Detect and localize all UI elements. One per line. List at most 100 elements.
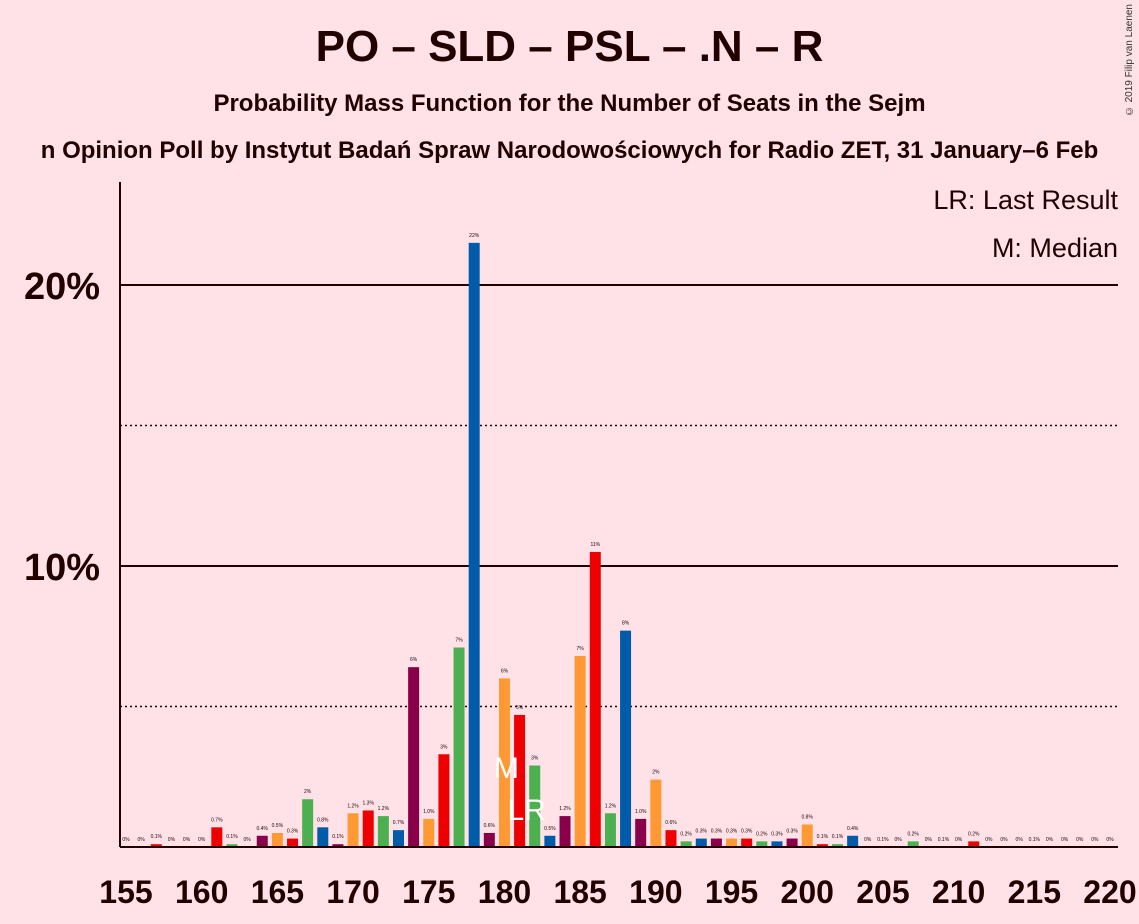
bar-label-216: 0% (1046, 837, 1054, 843)
bar-label-169: 0.1% (332, 834, 344, 840)
x-tick-label-220: 220 (1083, 874, 1136, 910)
bar-170 (347, 813, 359, 847)
bar-label-188: 8% (622, 621, 630, 627)
bar-176 (438, 754, 450, 847)
bar-168 (317, 827, 329, 847)
bar-label-189: 1.0% (635, 809, 647, 815)
bar-label-158: 0% (168, 837, 176, 843)
bar-172 (377, 816, 389, 847)
bar-181 (514, 714, 526, 847)
bar-196 (741, 838, 753, 847)
bar-164 (256, 835, 268, 847)
bar-label-208: 0% (925, 837, 933, 843)
x-tick-label-175: 175 (402, 874, 455, 910)
x-tick-label-215: 215 (1008, 874, 1061, 910)
legend-last-result: LR: Last Result (933, 185, 1118, 215)
bar-197 (756, 841, 768, 847)
chart-subtitle: Probability Mass Function for the Number… (213, 90, 926, 117)
bar-label-197: 0.2% (756, 831, 768, 837)
bar-193 (695, 838, 707, 847)
x-tick-label-185: 185 (553, 874, 606, 910)
x-tick-label-160: 160 (175, 874, 228, 910)
bar-label-167: 2% (304, 789, 312, 795)
bar-label-199: 0.3% (786, 829, 798, 835)
bar-label-163: 0% (243, 837, 251, 843)
bar-label-185: 7% (577, 646, 585, 652)
bar-label-205: 0.1% (877, 837, 889, 843)
bar-label-196: 0.3% (741, 829, 753, 835)
bar-label-164: 0.4% (257, 826, 269, 832)
chart-source: n Opinion Poll by Instytut Badań Spraw N… (0, 137, 1139, 165)
bar-label-181: 5% (516, 705, 524, 711)
bar-179 (483, 832, 495, 847)
bar-185 (574, 655, 586, 847)
bar-162 (226, 844, 238, 847)
x-tick-label-195: 195 (705, 874, 758, 910)
bar-175 (423, 818, 435, 847)
y-tick-label: 10% (24, 547, 100, 589)
bar-169 (332, 844, 344, 847)
bar-label-159: 0% (183, 837, 191, 843)
bar-label-172: 1.2% (378, 806, 390, 812)
bar-label-179: 0.6% (484, 823, 496, 829)
bar-label-183: 0.5% (544, 826, 556, 832)
bar-174 (408, 667, 420, 847)
bar-label-168: 0.8% (317, 817, 329, 823)
bar-label-198: 0.3% (771, 831, 783, 837)
bar-label-174: 6% (410, 657, 418, 663)
bar-192 (680, 841, 692, 847)
bar-label-161: 0.7% (211, 817, 223, 823)
bar-label-157: 0.1% (151, 834, 163, 840)
bar-label-176: 3% (440, 744, 448, 750)
bar-161 (211, 827, 223, 847)
bar-label-201: 0.1% (817, 834, 829, 840)
bar-label-195: 0.3% (726, 829, 738, 835)
bar-label-190: 2% (652, 770, 660, 776)
bar-label-180: 6% (501, 668, 509, 674)
x-tick-label-170: 170 (326, 874, 379, 910)
source-text: n Opinion Poll by Instytut Badań Spraw N… (40, 137, 1099, 164)
bar-label-191: 0.6% (665, 820, 677, 826)
bar-157 (150, 844, 162, 847)
bar-label-206: 0% (894, 837, 902, 843)
bar-label-162: 0.1% (226, 834, 238, 840)
bar-label-160: 0% (198, 837, 206, 843)
bar-label-175: 1.0% (423, 809, 435, 815)
bar-186 (589, 551, 601, 847)
bar-180 (498, 678, 510, 847)
bar-166 (287, 838, 299, 847)
bar-label-211: 0.2% (968, 831, 980, 837)
bar-187 (604, 813, 616, 847)
bar-label-215: 0.1% (1029, 837, 1041, 843)
bar-label-155: 0% (122, 837, 130, 843)
bar-label-210: 0% (955, 837, 963, 843)
bar-200 (801, 824, 813, 847)
bar-171 (362, 810, 374, 847)
bar-184 (559, 816, 571, 847)
bar-167 (302, 799, 314, 847)
bar-201 (816, 844, 828, 847)
bar-label-207: 0.2% (907, 831, 919, 837)
bar-198 (771, 841, 783, 847)
bar-label-218: 0% (1076, 837, 1084, 843)
bar-label-166: 0.3% (287, 829, 299, 835)
bar-182 (529, 765, 541, 847)
bar-190 (650, 779, 662, 847)
last-result-marker: LR (508, 794, 546, 827)
bar-label-200: 0.8% (802, 815, 814, 821)
x-tick-label-200: 200 (781, 874, 834, 910)
bar-199 (786, 838, 798, 847)
bar-label-177: 7% (455, 637, 463, 643)
bar-202 (832, 844, 844, 847)
bar-188 (620, 630, 632, 847)
x-tick-label-190: 190 (629, 874, 682, 910)
chart-title: PO – SLD – PSL – .N – R (315, 22, 824, 71)
bar-label-186: 11% (590, 542, 600, 548)
bar-label-204: 0% (864, 837, 872, 843)
legend-median: M: Median (992, 233, 1118, 263)
bar-211 (968, 841, 980, 847)
bar-label-182: 3% (531, 756, 539, 762)
median-marker: M (494, 752, 519, 785)
bar-label-171: 1.3% (363, 800, 375, 806)
